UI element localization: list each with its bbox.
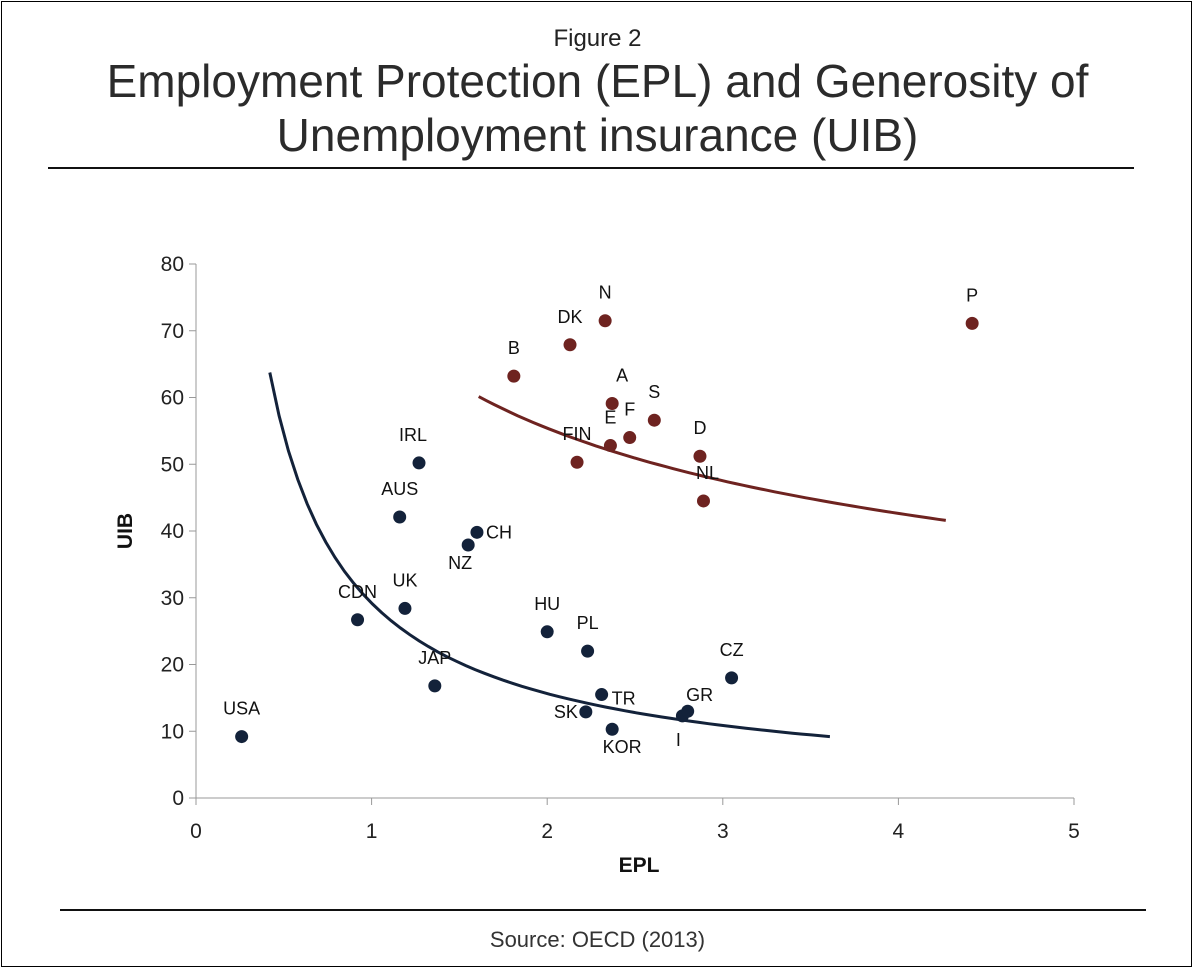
point-label-aus: AUS [381,479,418,499]
title-divider [48,167,1134,169]
point-label-ch: CH [486,522,512,542]
data-point-tr [595,688,609,702]
point-label-d: D [693,418,706,438]
point-label-uk: UK [392,570,417,590]
data-point-irl [412,456,426,470]
figure-label: Figure 2 [553,25,642,52]
data-point-usa [235,730,249,744]
data-point-d [693,449,707,463]
x-tick-label: 3 [717,820,729,843]
data-point-uk [398,601,412,615]
y-tick-label: 0 [172,787,184,810]
point-label-cdn: CDN [338,582,377,602]
source-divider [60,909,1146,911]
point-label-cz: CZ [720,640,744,660]
data-point-jap [428,679,442,693]
data-point-fin [570,455,584,469]
point-label-b: B [508,338,520,358]
y-tick-label: 60 [161,387,184,410]
point-label-p: P [966,285,978,305]
x-tick-label: 0 [190,820,202,843]
x-tick-label: 4 [893,820,905,843]
data-point-gr [681,704,695,718]
trendline-1 [268,372,831,739]
point-label-nl: NL [696,463,719,483]
data-point-pl [581,644,595,658]
data-point-hu [540,625,554,639]
point-label-tr: TR [612,689,636,709]
y-tick-label: 30 [161,587,184,610]
data-point-dk [563,338,577,352]
data-point-n [598,314,612,328]
source-note: Source: OECD (2013) [489,927,706,952]
trendline-2 [478,395,947,522]
x-tick-label: 2 [541,820,553,843]
data-point-e [603,439,617,453]
point-label-jap: JAP [418,648,451,668]
y-axis-title: UIB [114,513,137,549]
y-tick-label: 40 [161,520,184,543]
data-point-a [605,397,619,411]
x-tick-label: 5 [1068,820,1080,843]
data-point-sk [579,705,593,719]
point-label-usa: USA [223,699,260,719]
data-point-f [623,431,637,445]
data-point-s [647,413,661,427]
data-point-cz [725,671,739,685]
point-label-pl: PL [577,613,599,633]
data-point-kor [605,722,619,736]
point-label-n: N [599,283,612,303]
y-tick-label: 50 [161,453,184,476]
chart-title: Employment Protection (EPL) and Generosi… [0,54,1195,162]
chart-title-line-2: Unemployment insurance (UIB) [276,109,919,161]
data-point-p [965,316,979,330]
point-label-fin: FIN [563,424,592,444]
data-point-ch [470,525,484,539]
data-point-aus [393,510,407,524]
x-tick-label: 1 [366,820,378,843]
data-point-nl [696,494,710,508]
point-label-kor: KOR [603,737,642,757]
point-label-nz: NZ [448,553,472,573]
data-point-cdn [351,613,365,627]
chart-title-line-1: Employment Protection (EPL) and Generosi… [106,55,1089,107]
point-label-f: F [624,400,635,420]
y-tick-label: 70 [161,320,184,343]
point-label-irl: IRL [399,425,427,445]
data-point-nz [461,538,475,552]
y-tick-label: 80 [161,253,184,276]
point-label-i: I [676,730,681,750]
point-label-e: E [604,408,616,428]
point-label-gr: GR [686,685,713,705]
y-tick-label: 10 [161,720,184,743]
point-label-dk: DK [558,307,583,327]
data-point-b [507,369,521,383]
point-label-s: S [648,382,660,402]
point-label-hu: HU [534,594,560,614]
x-axis-title: EPL [619,854,660,877]
y-tick-label: 20 [161,654,184,677]
point-label-a: A [616,366,628,386]
point-label-sk: SK [554,702,578,722]
